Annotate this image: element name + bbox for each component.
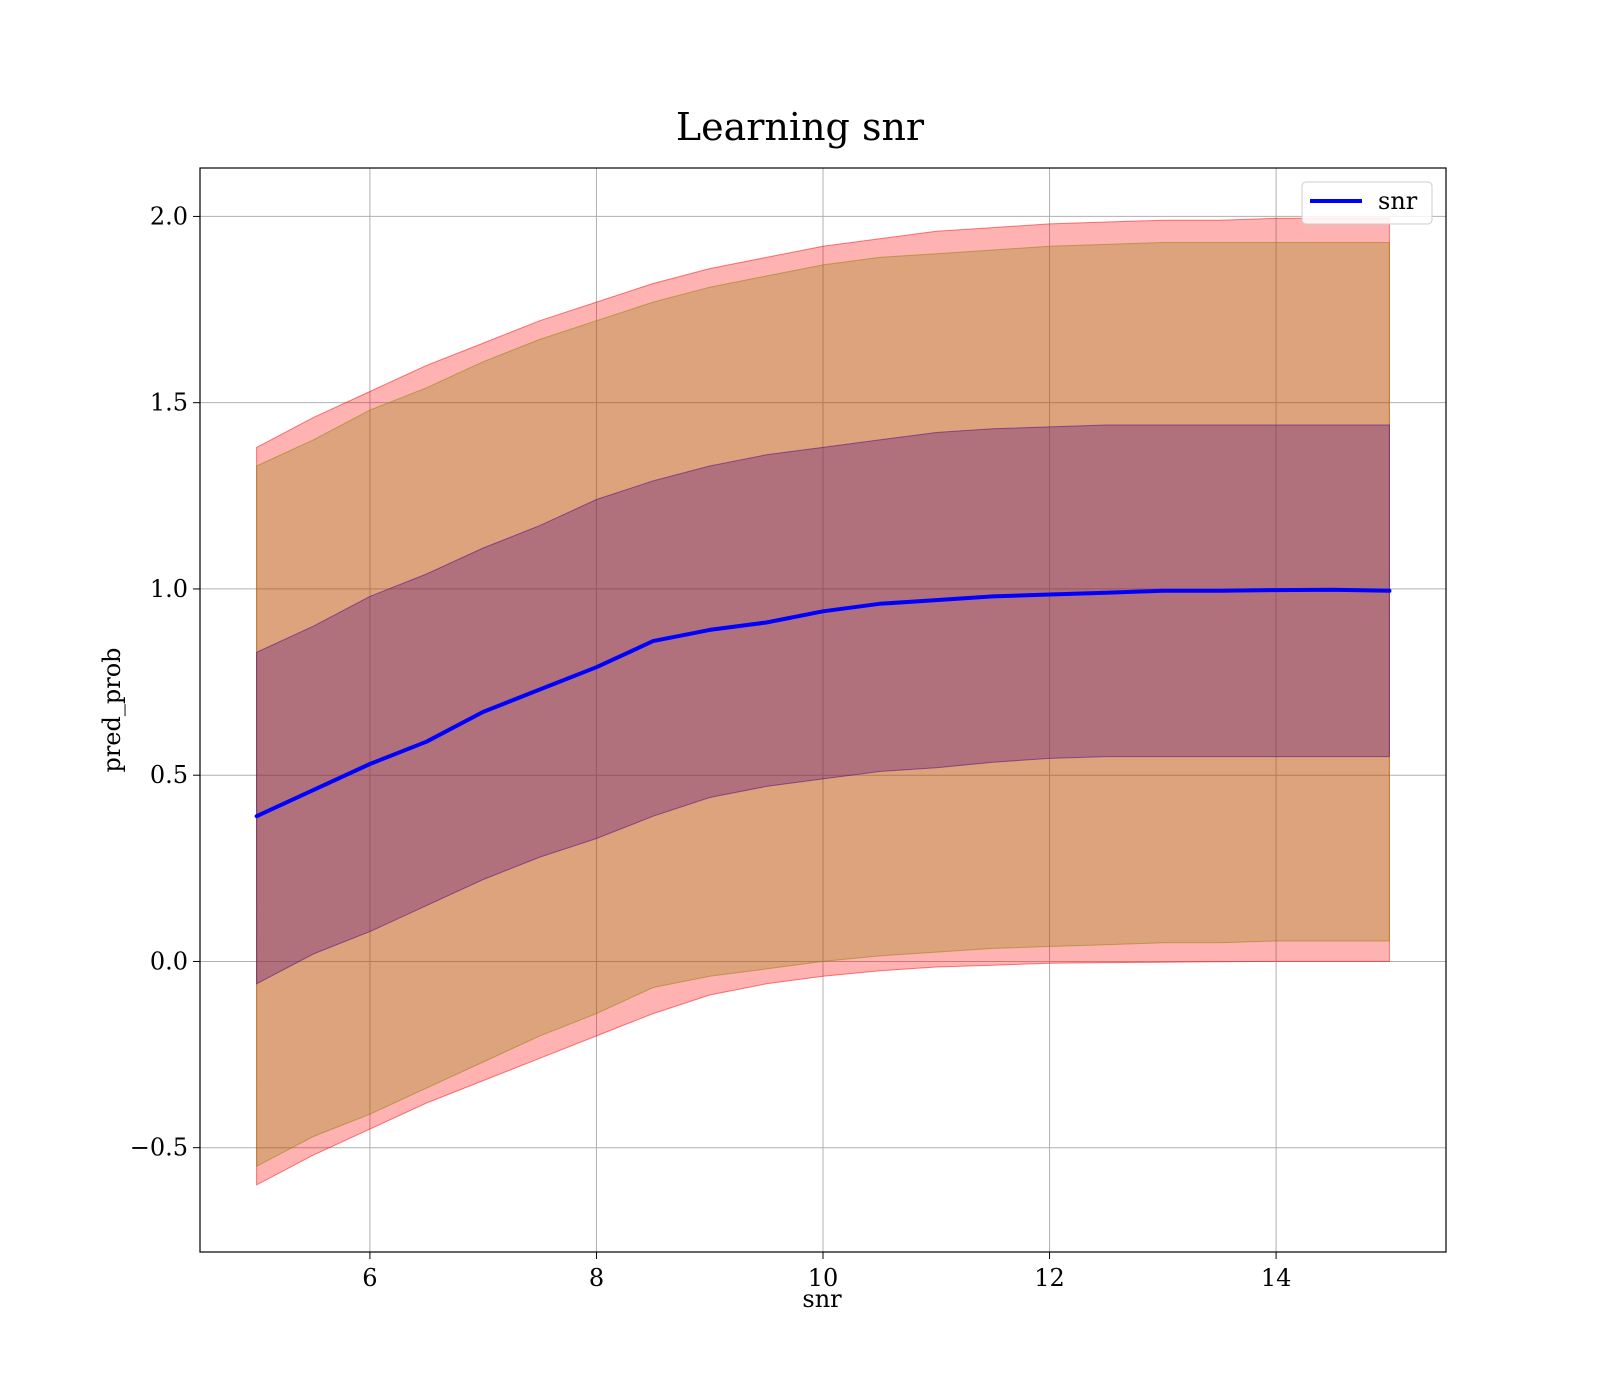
y-axis-label: pred_prob xyxy=(98,647,126,772)
x-tick-label: 10 xyxy=(808,1264,839,1292)
line-layer xyxy=(254,587,1392,819)
legend: snr xyxy=(1301,181,1433,225)
x-tick-label: 6 xyxy=(362,1264,377,1292)
band-layer xyxy=(256,217,1390,1186)
y-tick-label: 1.5 xyxy=(150,389,188,417)
band-outer xyxy=(256,217,1390,1186)
x-tick-label: 12 xyxy=(1034,1264,1065,1292)
x-tick-label: 14 xyxy=(1261,1264,1292,1292)
y-tick-label: −0.5 xyxy=(130,1134,188,1162)
x-axis-label: snr xyxy=(802,1285,842,1313)
y-tick-label: 0.5 xyxy=(150,761,188,789)
y-tick-label: 0.0 xyxy=(150,947,188,975)
band-inner xyxy=(256,424,1390,985)
tick-layer: 6 8 10 12 14 −0.5 0.0 0.5 1.0 1.5 2.0 xyxy=(130,202,1292,1292)
band-middle xyxy=(256,242,1390,1168)
series-line-snr xyxy=(254,587,1392,819)
y-tick-label: 1.0 xyxy=(150,575,188,603)
grid-layer xyxy=(200,168,1446,1252)
legend-label-snr: snr xyxy=(1378,187,1418,215)
chart-title: Learning snr xyxy=(676,105,925,149)
y-tick-label: 2.0 xyxy=(150,202,188,230)
legend-box xyxy=(1301,181,1433,225)
x-tick-label: 8 xyxy=(589,1264,604,1292)
